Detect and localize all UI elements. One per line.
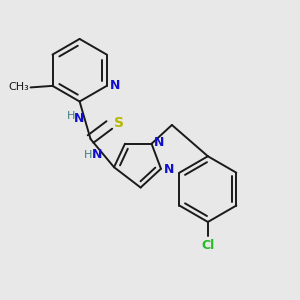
Text: H: H bbox=[84, 150, 92, 160]
Text: N: N bbox=[154, 136, 164, 149]
Text: S: S bbox=[114, 116, 124, 130]
Text: N: N bbox=[110, 80, 120, 92]
Text: CH₃: CH₃ bbox=[8, 82, 29, 92]
Text: H: H bbox=[67, 111, 75, 121]
Text: N: N bbox=[92, 148, 102, 161]
Text: N: N bbox=[74, 112, 84, 125]
Text: Cl: Cl bbox=[201, 239, 214, 252]
Text: N: N bbox=[164, 163, 174, 176]
